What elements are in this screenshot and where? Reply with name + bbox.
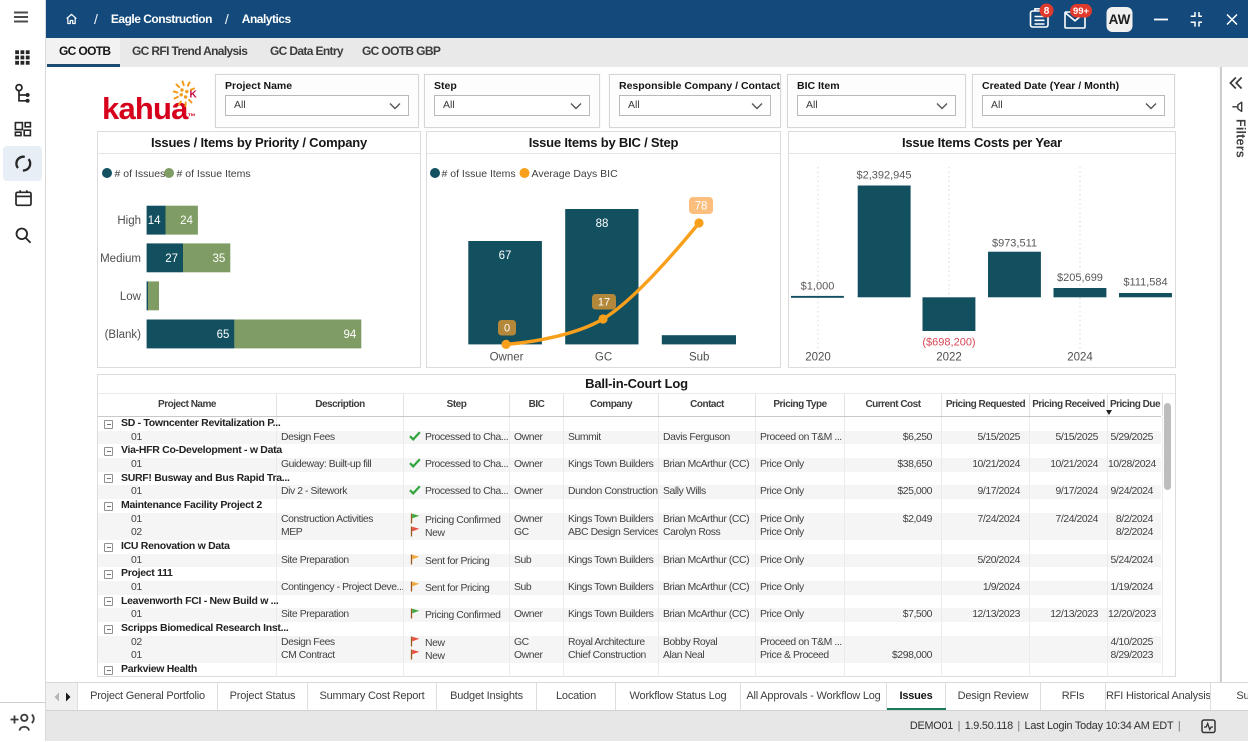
- svg-text:$205,699: $205,699: [1057, 272, 1103, 284]
- svg-text:0: 0: [504, 323, 510, 335]
- svg-text:$2,392,945: $2,392,945: [856, 170, 911, 182]
- svg-text:99+: 99+: [1073, 6, 1090, 17]
- svg-text:($698,200): ($698,200): [922, 337, 975, 349]
- svg-text:$111,584: $111,584: [1123, 276, 1167, 288]
- svg-text:# of Issue Items: # of Issue Items: [177, 168, 251, 180]
- svg-text:14: 14: [148, 215, 161, 227]
- svg-text:2024: 2024: [1067, 352, 1093, 364]
- svg-text:8: 8: [1044, 6, 1050, 17]
- svg-text:67: 67: [499, 250, 512, 262]
- svg-text:78: 78: [695, 201, 708, 213]
- svg-text:Sub: Sub: [689, 352, 709, 364]
- svg-text:(Blank): (Blank): [105, 329, 142, 341]
- svg-text:Owner: Owner: [490, 352, 524, 364]
- svg-text:65: 65: [217, 329, 230, 341]
- svg-text:High: High: [117, 215, 141, 227]
- svg-text:# of Issue Items: # of Issue Items: [442, 168, 516, 180]
- svg-text:94: 94: [344, 329, 357, 341]
- svg-text:88: 88: [596, 218, 609, 230]
- svg-text:GC: GC: [595, 352, 612, 364]
- svg-text:# of Issues: # of Issues: [115, 168, 166, 180]
- svg-text:Medium: Medium: [100, 253, 141, 265]
- svg-text:17: 17: [598, 297, 610, 309]
- svg-text:Filters: Filters: [1234, 119, 1247, 158]
- svg-text:35: 35: [213, 253, 226, 265]
- svg-text:$973,511: $973,511: [992, 238, 1037, 250]
- svg-text:AW: AW: [1109, 12, 1131, 27]
- svg-text:$1,000: $1,000: [801, 281, 835, 293]
- svg-text:27: 27: [165, 253, 178, 265]
- svg-text:K: K: [190, 90, 198, 101]
- svg-text:24: 24: [180, 215, 193, 227]
- svg-text:Average Days BIC: Average Days BIC: [532, 168, 619, 180]
- svg-text:2022: 2022: [936, 352, 962, 364]
- svg-text:2020: 2020: [805, 352, 831, 364]
- svg-text:Low: Low: [120, 291, 142, 303]
